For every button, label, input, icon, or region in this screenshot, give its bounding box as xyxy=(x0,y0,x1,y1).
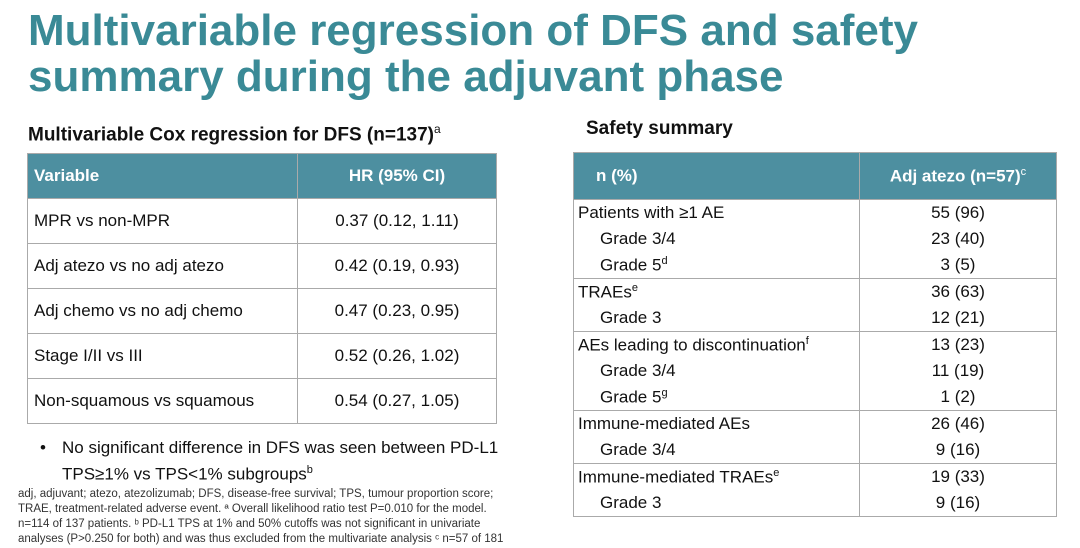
row-label: AEs leading to discontinuation xyxy=(578,335,806,355)
table-row: AEs leading to discontinuationf 13 (23) xyxy=(573,331,1057,358)
table-row: Grade 3/4 9 (16) xyxy=(573,437,1057,464)
variable-cell: Stage I/II vs III xyxy=(27,333,298,379)
variable-cell: Adj atezo vs no adj atezo xyxy=(27,243,298,289)
cox-regression-table: Variable HR (95% CI) MPR vs non-MPR 0.37 … xyxy=(27,153,497,424)
hr-cell: 0.47 (0.23, 0.95) xyxy=(297,288,497,334)
label-cell: Grade 5g xyxy=(573,384,860,411)
row-label-sup: g xyxy=(661,386,668,399)
bullet-sup: b xyxy=(306,464,313,476)
table-row: Grade 3/4 23 (40) xyxy=(573,226,1057,252)
row-label-sup: f xyxy=(805,334,809,347)
col-variable-header: Variable xyxy=(27,153,298,199)
label-cell: Grade 3 xyxy=(573,305,860,332)
label-cell: Grade 3 xyxy=(573,490,860,517)
row-label: Grade 3/4 xyxy=(600,440,676,459)
row-label: Grade 5 xyxy=(600,387,662,407)
table-row: Grade 5g 1 (2) xyxy=(573,384,1057,411)
hr-cell: 0.37 (0.12, 1.11) xyxy=(297,198,497,244)
cox-heading: Multivariable Cox regression for DFS (n=… xyxy=(28,122,441,146)
row-label: Grade 3/4 xyxy=(600,229,676,248)
cox-heading-sup: a xyxy=(433,122,441,136)
value-cell: 1 (2) xyxy=(859,384,1057,411)
variable-cell: Adj chemo vs no adj chemo xyxy=(27,288,298,334)
page-title: Multivariable regression of DFS and safe… xyxy=(28,6,919,101)
label-cell: AEs leading to discontinuationf xyxy=(573,331,860,358)
hr-cell: 0.42 (0.19, 0.93) xyxy=(297,243,497,289)
row-label-sup: e xyxy=(773,466,780,479)
table-row: Grade 5d 3 (5) xyxy=(573,252,1057,279)
footnote-line: analyses (P>0.250 for both) and was thus… xyxy=(18,533,504,545)
row-label: Grade 3/4 xyxy=(600,361,676,380)
row-label-sup: e xyxy=(631,281,638,294)
table-row: TRAEse 36 (63) xyxy=(573,278,1057,305)
col-n-header: n (%) xyxy=(573,152,860,200)
col-hr-header: HR (95% CI) xyxy=(297,153,497,199)
footnote-line: adj, adjuvant; atezo, atezolizumab; DFS,… xyxy=(18,488,494,500)
table-row: Immune-mediated AEs 26 (46) xyxy=(573,410,1057,437)
table-row: Non-squamous vs squamous 0.54 (0.27, 1.05… xyxy=(27,378,497,424)
footnote: adj, adjuvant; atezo, atezolizumab; DFS,… xyxy=(18,487,558,547)
col-adj-header-text: Adj atezo (n=57) xyxy=(889,166,1021,186)
value-cell: 9 (16) xyxy=(859,437,1057,464)
row-label: TRAEs xyxy=(578,282,632,302)
row-label-sup: d xyxy=(661,254,668,267)
table-row: Immune-mediated TRAEse 19 (33) xyxy=(573,463,1057,490)
value-cell: 3 (5) xyxy=(859,252,1057,279)
row-label: Immune-mediated TRAEs xyxy=(578,467,774,487)
hr-cell: 0.52 (0.26, 1.02) xyxy=(297,333,497,379)
table-row: Grade 3 9 (16) xyxy=(573,490,1057,517)
label-cell: Patients with ≥1 AE xyxy=(573,199,860,226)
value-cell: 12 (21) xyxy=(859,305,1057,332)
table-row: Stage I/II vs III 0.52 (0.26, 1.02) xyxy=(27,333,497,379)
label-cell: Immune-mediated TRAEse xyxy=(573,463,860,490)
value-cell: 55 (96) xyxy=(859,199,1057,226)
value-cell: 19 (33) xyxy=(859,463,1057,490)
label-cell: Grade 5d xyxy=(573,252,860,279)
table-row: Grade 3/4 11 (19) xyxy=(573,358,1057,384)
value-cell: 26 (46) xyxy=(859,410,1057,437)
row-label: Grade 3 xyxy=(600,493,662,512)
label-cell: Grade 3/4 xyxy=(573,358,860,384)
table-row: Grade 3 12 (21) xyxy=(573,305,1057,332)
value-cell: 11 (19) xyxy=(859,358,1057,384)
hr-cell: 0.54 (0.27, 1.05) xyxy=(297,378,497,424)
col-adj-header: Adj atezo (n=57)c xyxy=(859,152,1057,200)
row-label: Grade 3 xyxy=(600,308,662,327)
bullet-text-body: No significant difference in DFS was see… xyxy=(62,438,499,484)
value-cell: 36 (63) xyxy=(859,278,1057,305)
value-cell: 23 (40) xyxy=(859,226,1057,252)
label-cell: Grade 3/4 xyxy=(573,226,860,252)
footnote-line: TRAE, treatment-related adverse event. ª… xyxy=(18,503,487,515)
table-row: MPR vs non-MPR 0.37 (0.12, 1.11) xyxy=(27,198,497,244)
row-label: Immune-mediated AEs xyxy=(578,414,750,433)
bullet-text: No significant difference in DFS was see… xyxy=(62,437,532,486)
table-row: Adj atezo vs no adj atezo 0.42 (0.19, 0.9… xyxy=(27,243,497,289)
variable-cell: Non-squamous vs squamous xyxy=(27,378,298,424)
col-adj-header-sup: c xyxy=(1020,165,1027,178)
variable-cell: MPR vs non-MPR xyxy=(27,198,298,244)
label-cell: TRAEse xyxy=(573,278,860,305)
cox-heading-text: Multivariable Cox regression for DFS (n=… xyxy=(28,124,434,146)
value-cell: 13 (23) xyxy=(859,331,1057,358)
table-row: Patients with ≥1 AE 55 (96) xyxy=(573,199,1057,226)
bullet-marker: • xyxy=(40,438,46,457)
value-cell: 9 (16) xyxy=(859,490,1057,517)
table-row: Adj chemo vs no adj chemo 0.47 (0.23, 0.9… xyxy=(27,288,497,334)
label-cell: Grade 3/4 xyxy=(573,437,860,464)
safety-summary-table: n (%) Adj atezo (n=57)c Patients with ≥1… xyxy=(573,152,1057,517)
row-label: Grade 5 xyxy=(600,255,662,275)
row-label: Patients with ≥1 AE xyxy=(578,203,725,222)
safety-heading: Safety summary xyxy=(586,118,733,139)
label-cell: Immune-mediated AEs xyxy=(573,410,860,437)
footnote-line: n=114 of 137 patients. ᵇ PD-L1 TPS at 1%… xyxy=(18,518,481,530)
